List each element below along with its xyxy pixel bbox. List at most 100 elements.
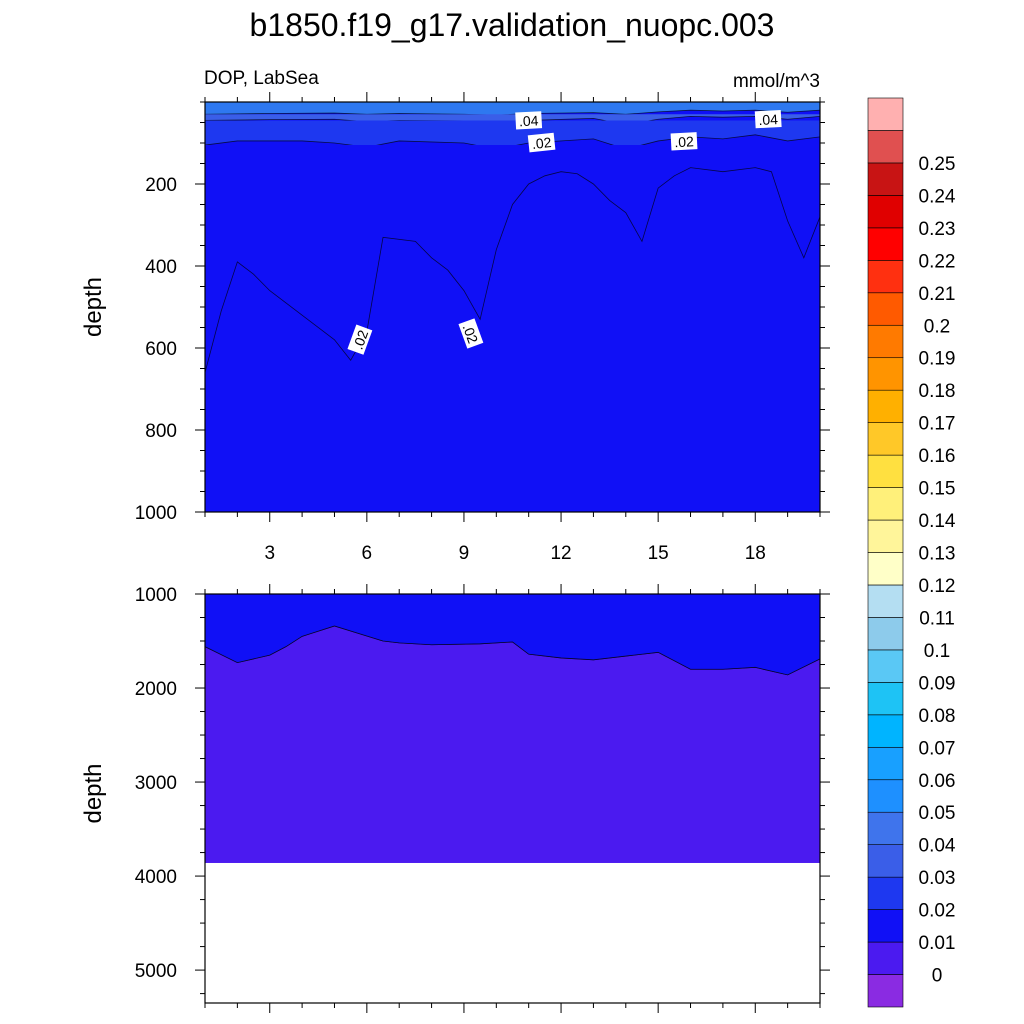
contour-label-box xyxy=(347,324,373,355)
contour-label: .02 xyxy=(458,318,484,349)
colorbar-swatch xyxy=(867,941,904,975)
colorbar-swatch xyxy=(867,292,904,326)
y-tick-label: 3000 xyxy=(135,773,177,794)
contour-label-text: .02 xyxy=(350,328,372,352)
contour-label-box xyxy=(670,132,698,151)
colorbar-label: 0.04 xyxy=(919,836,956,857)
colorbar-swatch xyxy=(867,584,904,618)
colorbar-swatch xyxy=(867,227,904,261)
colorbar-label: 0.16 xyxy=(919,446,956,467)
colorbar-swatch xyxy=(867,357,904,391)
units-label: mmol/m^3 xyxy=(733,71,820,92)
top-region-0.05 xyxy=(205,102,820,116)
colorbar-swatch xyxy=(867,130,904,164)
y-tick-label: 200 xyxy=(145,175,177,196)
colorbar-label: 0.18 xyxy=(919,381,956,402)
colorbar-label: 0.17 xyxy=(919,414,956,435)
colorbar-swatch xyxy=(867,649,904,683)
contour-label-text: .04 xyxy=(758,111,778,128)
y-tick-label: 2000 xyxy=(135,679,177,700)
colorbar-label: 0.14 xyxy=(919,511,956,532)
colorbar-label: 0.24 xyxy=(919,186,956,207)
y-tick-label: 5000 xyxy=(135,961,177,982)
colorbar-label: 0.2 xyxy=(924,316,950,337)
contour-label-box xyxy=(527,132,556,153)
colorbar-swatch xyxy=(867,487,904,521)
y-tick-label: 1000 xyxy=(135,503,177,524)
top-contour-0.05 xyxy=(204,109,821,116)
figure-title: b1850.f19_g17.validation_nuopc.003 xyxy=(250,7,775,43)
colorbar-label: 0.25 xyxy=(919,154,956,175)
top-region-0.03 xyxy=(205,120,820,150)
colorbar-label: 0.1 xyxy=(924,641,950,662)
contour-label-text: .02 xyxy=(531,134,552,152)
colorbar-swatch xyxy=(867,811,904,845)
colorbar-swatch xyxy=(867,389,904,423)
bottom-region-below xyxy=(205,625,820,863)
variable-label: DOP, LabSea xyxy=(204,68,319,89)
colorbar-swatch xyxy=(867,454,904,488)
colorbar-label: 0.15 xyxy=(919,479,956,500)
colorbar-label: 0 xyxy=(932,966,943,987)
colorbar-label: 0.11 xyxy=(919,608,955,629)
contour-label-box xyxy=(515,111,543,130)
x-tick-label: 3 xyxy=(264,543,275,564)
top-panel: .04 .04 .02 .02 .02 .02 3 6 9 12 15 18 200 400 600 800 1… xyxy=(80,92,830,564)
colorbar-label: 0.07 xyxy=(919,738,956,759)
y-tick-label: 400 xyxy=(145,257,177,278)
colorbar-swatch xyxy=(867,779,904,813)
top-contour-0.02 xyxy=(204,167,821,373)
colorbar-label: 0.13 xyxy=(919,544,956,565)
y-tick-label: 4000 xyxy=(135,867,177,888)
top-region-0.04 xyxy=(205,114,820,125)
colorbar-label: 0.03 xyxy=(919,868,956,889)
y-tick-label: 800 xyxy=(145,421,177,442)
colorbar-label: 0.02 xyxy=(919,901,956,922)
colorbar-label: 0.06 xyxy=(919,771,956,792)
colorbar-label: 0.21 xyxy=(919,284,956,305)
contour-label-box xyxy=(458,318,484,349)
colorbar-swatch xyxy=(867,97,904,131)
colorbar-label: 0.01 xyxy=(919,933,956,954)
colorbar-swatch xyxy=(867,617,904,651)
x-tick-label: 9 xyxy=(459,543,470,564)
x-tick-label: 18 xyxy=(745,543,766,564)
contour-label: .04 xyxy=(754,109,782,129)
colorbar-label: 0.09 xyxy=(919,673,956,694)
x-tick-label: 12 xyxy=(550,543,571,564)
colorbar-label: 0.22 xyxy=(919,251,956,272)
colorbar-swatch xyxy=(867,324,904,359)
colorbar-swatch xyxy=(867,519,904,553)
contour-label: .02 xyxy=(347,324,373,355)
colorbar-swatch xyxy=(867,162,904,196)
colorbar-swatch xyxy=(867,260,904,294)
y-axis-label: depth xyxy=(80,277,107,337)
colorbar: 0 0.01 0.02 0.03 0.04 0.05 0.06 0.07 0.08 0.09 0.1… xyxy=(867,97,956,1008)
bottom-contour-line-over xyxy=(204,625,821,676)
top-region-0.02 xyxy=(205,145,820,373)
y-tick-label: 1000 xyxy=(135,585,177,606)
colorbar-swatch xyxy=(867,909,904,943)
bottom-frame xyxy=(204,593,821,1004)
colorbar-label: 0.19 xyxy=(919,349,956,370)
y-tick-label: 600 xyxy=(145,339,177,360)
contour-label-text: .04 xyxy=(519,112,539,129)
colorbar-label: 0.05 xyxy=(919,803,956,824)
y-axis-label: depth xyxy=(80,763,107,823)
colorbar-swatch xyxy=(867,552,904,586)
colorbar-swatch xyxy=(867,844,904,878)
contour-label: .02 xyxy=(670,132,698,151)
colorbar-swatch xyxy=(867,974,904,1008)
bottom-panel: 1000 2000 3000 4000 5000 depth xyxy=(80,584,830,1013)
colorbar-label: 0.12 xyxy=(919,576,956,597)
contour-label-text: .02 xyxy=(674,133,694,150)
bottom-region-upper xyxy=(205,594,820,675)
contour-label-box xyxy=(754,109,782,129)
x-tick-label: 15 xyxy=(648,543,669,564)
colorbar-label: 0.23 xyxy=(919,219,956,240)
contour-label-text: .02 xyxy=(460,322,482,346)
colorbar-swatch xyxy=(867,422,904,456)
colorbar-swatch xyxy=(867,682,904,716)
colorbar-swatch xyxy=(867,746,904,781)
